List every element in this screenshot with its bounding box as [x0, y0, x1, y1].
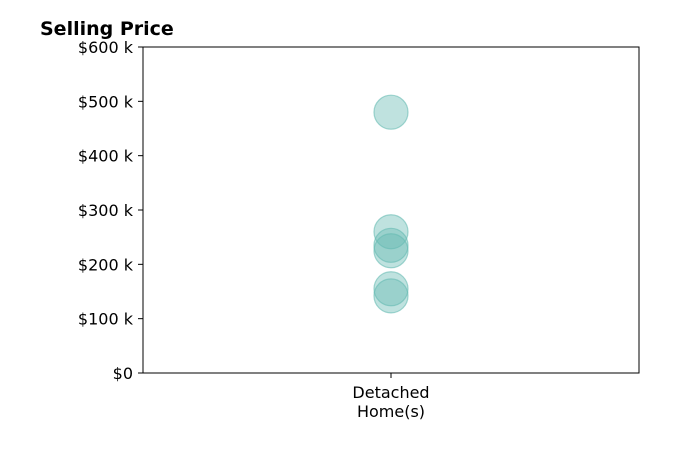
y-tick-label: $200 k [78, 255, 134, 274]
y-tick-label: $500 k [78, 92, 134, 111]
y-axis: $0 $100 k $200 k $300 k $400 k $500 k $600 k [78, 38, 143, 383]
y-tick-label: $400 k [78, 147, 134, 166]
data-point [373, 271, 409, 307]
y-tick-label: $0 [113, 364, 133, 383]
data-point [373, 214, 409, 250]
data-point [373, 278, 409, 314]
y-tick-label: $600 k [78, 38, 134, 57]
x-tick-label: Detached [352, 383, 429, 402]
x-tick-label: Home(s) [357, 402, 425, 421]
y-tick-label: $100 k [78, 310, 134, 329]
data-point [373, 94, 409, 130]
chart-title: Selling Price [40, 18, 174, 40]
data-point [373, 233, 409, 269]
data-point [373, 227, 409, 263]
data-points [373, 94, 409, 314]
y-tick-label: $300 k [78, 201, 134, 220]
